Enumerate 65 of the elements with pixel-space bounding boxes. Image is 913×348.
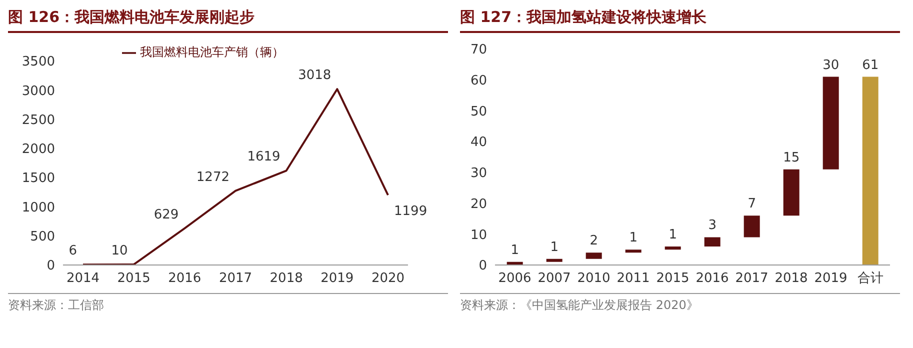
y-tick-label: 20 (470, 196, 487, 212)
y-tick-label: 50 (470, 104, 487, 120)
bar (704, 237, 720, 246)
y-tick-label: 0 (478, 258, 487, 274)
y-tick-label: 60 (470, 73, 487, 88)
data-label: 15 (783, 150, 800, 166)
x-tick-label: 2020 (371, 271, 405, 286)
data-label: 1 (629, 230, 638, 246)
data-label: 10 (111, 243, 128, 258)
bar (546, 258, 562, 262)
x-tick-label: 2014 (66, 271, 100, 286)
y-tick-label: 40 (470, 135, 487, 150)
text: 资料来源：《中国氢能产业发展报告 2020》 (460, 297, 700, 314)
x-tick-label: 2015 (656, 271, 690, 286)
x-tick-label: 2019 (320, 271, 354, 286)
legend-label: 我国燃料电池车产销（辆） (140, 45, 284, 59)
x-tick-label: 2017 (218, 271, 252, 286)
y-tick-label: 2500 (22, 112, 55, 128)
y-tick-label: 30 (470, 166, 487, 182)
chart-title: 图 127：我国加氢站建设将快速增长 (460, 8, 900, 33)
bar (744, 216, 760, 238)
data-label: 629 (154, 207, 179, 222)
data-label: 2 (590, 234, 598, 249)
bar (862, 76, 878, 265)
chart-title: 图 126：我国燃料电池车发展刚起步 (8, 8, 448, 33)
y-tick-label: 0 (46, 258, 55, 274)
x-tick-label: 2019 (814, 271, 848, 286)
data-label: 1619 (247, 150, 280, 165)
data-label: 30 (822, 58, 840, 73)
x-tick-label: 2015 (117, 271, 150, 286)
text: 资料来源：工信部 (8, 297, 105, 314)
x-tick-label: 2017 (735, 271, 768, 286)
data-label: 1272 (196, 170, 230, 185)
y-tick-label: 3500 (22, 54, 55, 70)
x-tick-label: 2011 (616, 271, 650, 286)
y-tick-label: 70 (470, 42, 487, 58)
y-tick-label: 3000 (22, 84, 55, 99)
data-label: 1 (668, 227, 677, 242)
data-label: 6 (68, 244, 77, 259)
bar (783, 169, 800, 216)
x-tick-label: 2016 (696, 271, 729, 286)
x-tick-label: 2010 (577, 271, 610, 286)
x-tick-label: 2016 (168, 271, 202, 286)
y-tick-label: 10 (470, 228, 487, 243)
bar (822, 76, 839, 170)
data-label: 1 (550, 240, 558, 255)
data-label: 7 (748, 196, 756, 212)
x-tick-label: 2007 (538, 271, 571, 286)
x-tick-label: 2018 (270, 271, 303, 286)
y-tick-label: 1000 (22, 200, 55, 216)
bar (586, 252, 602, 259)
y-tick-label: 1500 (22, 171, 55, 186)
bar (625, 250, 642, 253)
data-label: 1199 (394, 204, 428, 220)
data-label: 61 (862, 58, 879, 73)
line-series (82, 88, 389, 265)
x-tick-label: 2006 (498, 271, 532, 286)
data-label: 1 (510, 242, 519, 258)
bar (664, 246, 681, 250)
data-label: 3018 (298, 68, 332, 84)
y-tick-label: 2000 (22, 142, 55, 158)
x-tick-label: 合计 (857, 271, 884, 286)
x-tick-label: 2018 (774, 271, 808, 286)
data-label: 3 (708, 218, 716, 234)
y-tick-label: 500 (30, 229, 55, 244)
